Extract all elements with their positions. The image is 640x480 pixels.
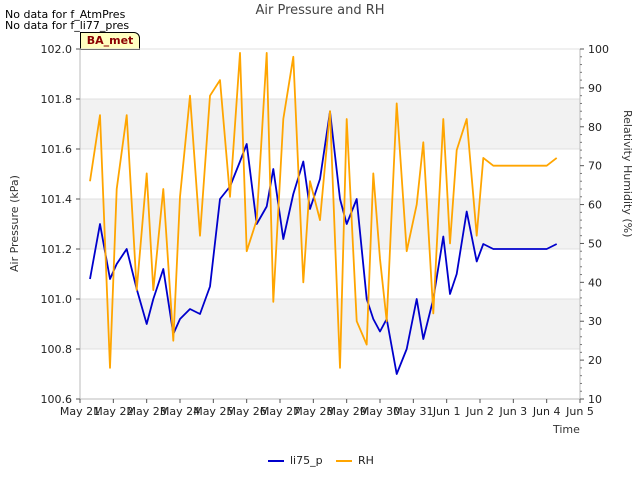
x-tick-label: May 29 xyxy=(327,405,367,418)
y2-tick-label: 20 xyxy=(588,354,602,367)
legend-item-rh: RH xyxy=(336,454,374,467)
legend-label-li75_p: li75_p xyxy=(290,454,323,467)
x-tick-label: May 26 xyxy=(227,405,267,418)
y-tick-label: 101.0 xyxy=(41,293,73,306)
legend-swatch-rh xyxy=(336,460,352,462)
x-tick-label: May 24 xyxy=(160,405,200,418)
y-tick-label: 102.0 xyxy=(41,43,73,56)
series-line-rh xyxy=(89,52,558,369)
y-tick-label: 101.8 xyxy=(41,93,73,106)
y2-tick-label: 10 xyxy=(588,393,602,406)
x-tick-label: Jun 1 xyxy=(432,405,461,418)
site-badge: BA_met xyxy=(80,32,140,50)
y2-tick-label: 100 xyxy=(588,43,609,56)
legend-swatch-li75_p xyxy=(268,460,284,462)
no-data-note-2: No data for f_li77_pres xyxy=(5,19,130,32)
y-tick-label: 101.2 xyxy=(41,243,73,256)
y-tick-label: 101.6 xyxy=(41,143,73,156)
x-tick-label: May 28 xyxy=(293,405,333,418)
chart-title: Air Pressure and RH xyxy=(255,3,385,18)
x-tick-label: May 23 xyxy=(127,405,167,418)
y-axis-label: Air Pressure (kPa) xyxy=(8,175,21,272)
x-tick-label: May 21 xyxy=(60,405,100,418)
y2-tick-label: 30 xyxy=(588,315,602,328)
x-axis-label: Time xyxy=(553,423,580,436)
legend-item-li75_p: li75_p xyxy=(268,454,323,467)
y2-tick-label: 90 xyxy=(588,82,602,95)
grid-band xyxy=(80,199,580,249)
x-tick-label: Jun 5 xyxy=(565,405,594,418)
y2-axis-label: Relativity Humidity (%) xyxy=(621,110,634,238)
x-tick-label: Jun 2 xyxy=(465,405,494,418)
y2-tick-label: 70 xyxy=(588,160,602,173)
no-data-note-1: No data for f_AtmPres xyxy=(5,8,126,21)
x-tick-label: May 22 xyxy=(93,405,133,418)
x-tick-label: Jun 3 xyxy=(498,405,527,418)
y-tick-label: 100.8 xyxy=(41,343,73,356)
x-tick-label: May 30 xyxy=(360,405,400,418)
x-tick-label: May 31 xyxy=(393,405,433,418)
grid-band xyxy=(80,299,580,349)
legend-label-rh: RH xyxy=(358,454,374,467)
y-tick-label: 100.6 xyxy=(41,393,73,406)
y2-tick-label: 40 xyxy=(588,276,602,289)
y-tick-label: 101.4 xyxy=(41,193,73,206)
y2-tick-label: 80 xyxy=(588,121,602,134)
y2-tick-label: 60 xyxy=(588,199,602,212)
x-tick-label: Jun 4 xyxy=(532,405,561,418)
x-tick-label: May 25 xyxy=(193,405,233,418)
y2-tick-label: 50 xyxy=(588,237,602,250)
x-tick-label: May 27 xyxy=(260,405,300,418)
